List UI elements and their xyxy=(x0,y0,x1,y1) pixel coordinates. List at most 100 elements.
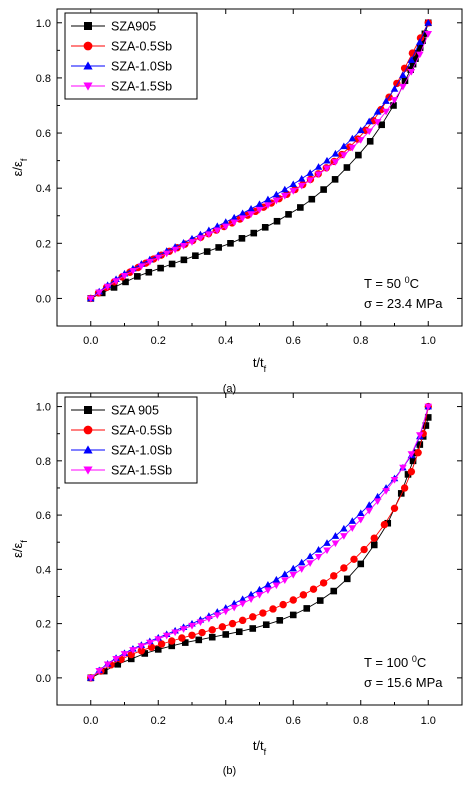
data-point xyxy=(255,206,264,214)
data-point xyxy=(110,284,118,291)
data-point xyxy=(285,211,292,218)
x-tick-label: 0.6 xyxy=(286,715,301,727)
data-point xyxy=(314,554,323,561)
data-point xyxy=(205,615,213,623)
data-point xyxy=(247,205,255,212)
legend-label: SZA 905 xyxy=(111,404,159,418)
data-point xyxy=(281,577,289,584)
data-point xyxy=(168,642,176,650)
data-point xyxy=(289,571,298,579)
data-point xyxy=(196,619,205,627)
y-axis-label: ε/εf xyxy=(10,540,29,558)
data-point xyxy=(356,516,365,524)
data-point xyxy=(188,622,196,630)
data-point xyxy=(323,156,331,164)
data-point xyxy=(320,186,327,193)
y-tick-label: 0.4 xyxy=(36,183,51,195)
data-point xyxy=(407,69,416,76)
legend-marker xyxy=(83,466,93,475)
annotation-temp-prefix: T = 50 xyxy=(364,276,405,291)
data-point xyxy=(306,552,314,560)
data-point xyxy=(264,581,272,588)
data-point xyxy=(168,260,176,268)
x-tick-label: 0.2 xyxy=(151,335,166,347)
chart-panel-b: 0.00.00.20.20.40.40.60.60.80.81.01.0t/tf… xyxy=(10,392,463,777)
data-point xyxy=(222,631,230,638)
data-point xyxy=(416,38,424,45)
data-point xyxy=(215,244,222,251)
data-point xyxy=(95,667,103,675)
data-point xyxy=(213,222,222,230)
data-point xyxy=(255,200,264,208)
data-point xyxy=(340,564,348,572)
data-point xyxy=(412,55,419,62)
data-point xyxy=(279,600,287,609)
data-point xyxy=(399,83,407,91)
data-point xyxy=(397,490,405,497)
data-point xyxy=(390,97,399,104)
data-point xyxy=(180,256,188,264)
data-point xyxy=(247,211,255,218)
data-point xyxy=(247,590,255,598)
data-point xyxy=(250,229,258,237)
annotation-stress: σ = 23.4 MPa xyxy=(364,296,443,311)
annotation-temperature: T = 100 0C xyxy=(364,654,426,670)
data-point xyxy=(247,596,255,603)
data-point xyxy=(331,176,339,183)
data-point xyxy=(281,570,289,578)
data-point xyxy=(181,639,189,646)
data-point xyxy=(137,263,146,270)
annotation-stress-symbol: σ xyxy=(364,675,372,690)
data-point xyxy=(192,252,199,260)
data-point xyxy=(373,108,382,115)
data-point xyxy=(357,560,365,568)
data-point xyxy=(340,152,348,159)
data-point xyxy=(390,476,399,484)
data-point xyxy=(401,77,409,84)
data-point xyxy=(157,264,164,272)
data-point xyxy=(205,231,213,239)
data-point xyxy=(373,119,382,126)
data-point xyxy=(365,501,373,508)
x-axis-label-sub: f xyxy=(264,364,267,374)
data-point xyxy=(221,608,230,616)
data-point xyxy=(238,595,247,603)
data-point xyxy=(273,217,281,225)
data-point xyxy=(289,611,297,619)
data-point xyxy=(323,165,331,173)
legend-marker xyxy=(83,41,93,51)
data-point xyxy=(188,239,196,246)
data-point xyxy=(188,631,196,639)
data-point xyxy=(157,640,166,648)
x-axis-label-main: t/t xyxy=(253,355,264,370)
y-axis-label-sub: f xyxy=(19,540,29,543)
data-point xyxy=(112,656,120,663)
data-point xyxy=(390,85,399,92)
data-point xyxy=(323,547,331,555)
data-point xyxy=(343,164,351,171)
data-point xyxy=(365,128,373,136)
data-point xyxy=(365,117,373,125)
data-point xyxy=(299,591,308,599)
data-point xyxy=(264,195,272,203)
data-point xyxy=(179,242,188,250)
series-3 xyxy=(86,403,433,682)
data-point xyxy=(407,467,416,476)
data-point xyxy=(330,587,338,595)
data-point xyxy=(117,655,125,664)
data-point xyxy=(289,596,297,604)
annotation-temperature: T = 50 0C xyxy=(364,275,419,291)
data-point xyxy=(404,471,412,478)
legend-label: SZA-1.5Sb xyxy=(111,80,172,94)
data-point xyxy=(373,492,382,500)
data-point xyxy=(424,30,433,38)
x-tick-label: 0.2 xyxy=(151,715,166,727)
data-point xyxy=(120,651,129,658)
data-point xyxy=(141,650,149,657)
data-point xyxy=(400,484,409,492)
data-point xyxy=(407,451,416,458)
data-point xyxy=(289,180,298,188)
x-tick-label: 0.8 xyxy=(353,715,368,727)
data-point xyxy=(238,215,247,223)
